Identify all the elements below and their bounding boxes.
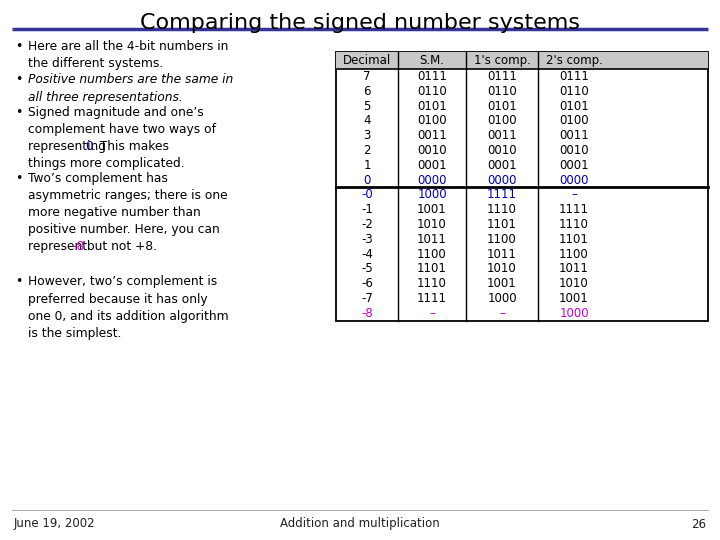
- Text: 1101: 1101: [417, 262, 447, 275]
- Text: 0000: 0000: [418, 173, 446, 186]
- Text: Comparing the signed number systems: Comparing the signed number systems: [140, 13, 580, 33]
- Text: –: –: [429, 307, 435, 320]
- Text: things more complicated.: things more complicated.: [28, 157, 184, 170]
- Text: 1111: 1111: [559, 203, 589, 216]
- Text: positive number. Here, you can: positive number. Here, you can: [28, 223, 220, 236]
- Text: 0110: 0110: [559, 85, 589, 98]
- Text: -2: -2: [361, 218, 373, 231]
- Text: June 19, 2002: June 19, 2002: [14, 517, 96, 530]
- Text: 1's comp.: 1's comp.: [474, 54, 531, 67]
- Text: 0000: 0000: [487, 173, 517, 186]
- Text: 0100: 0100: [417, 114, 447, 127]
- Text: 0010: 0010: [417, 144, 447, 157]
- Text: 1100: 1100: [559, 247, 589, 260]
- Text: -8: -8: [361, 307, 373, 320]
- Text: Decimal: Decimal: [343, 54, 391, 67]
- Text: -6: -6: [361, 277, 373, 290]
- Text: 1011: 1011: [559, 262, 589, 275]
- Text: 1000: 1000: [487, 292, 517, 305]
- Text: •: •: [15, 275, 22, 288]
- Text: 1001: 1001: [417, 203, 447, 216]
- Text: -4: -4: [361, 247, 373, 260]
- Text: 1011: 1011: [417, 233, 447, 246]
- Text: –: –: [499, 307, 505, 320]
- Text: 0111: 0111: [559, 70, 589, 83]
- Text: 0001: 0001: [417, 159, 447, 172]
- Text: 1001: 1001: [487, 277, 517, 290]
- Text: Two’s complement has: Two’s complement has: [28, 172, 168, 185]
- Text: 1100: 1100: [487, 233, 517, 246]
- Text: 0010: 0010: [487, 144, 517, 157]
- Text: -1: -1: [361, 203, 373, 216]
- Text: 3: 3: [364, 129, 371, 142]
- Text: 6: 6: [364, 85, 371, 98]
- Text: 1001: 1001: [559, 292, 589, 305]
- Bar: [336, 52, 708, 321]
- Text: . This makes: . This makes: [91, 140, 168, 153]
- Text: -5: -5: [361, 262, 373, 275]
- Text: •: •: [15, 106, 22, 119]
- Text: 0010: 0010: [559, 144, 589, 157]
- Text: -7: -7: [361, 292, 373, 305]
- Text: •: •: [15, 73, 22, 86]
- Text: 0001: 0001: [559, 159, 589, 172]
- Text: -3: -3: [361, 233, 373, 246]
- Text: 0100: 0100: [487, 114, 517, 127]
- Text: 0111: 0111: [487, 70, 517, 83]
- Text: Positive numbers are the same in
all three representations.: Positive numbers are the same in all thr…: [28, 73, 233, 104]
- Text: 1111: 1111: [417, 292, 447, 305]
- Text: 0100: 0100: [559, 114, 589, 127]
- Text: 1010: 1010: [559, 277, 589, 290]
- Text: 1101: 1101: [559, 233, 589, 246]
- Text: 1010: 1010: [487, 262, 517, 275]
- Text: 1010: 1010: [417, 218, 447, 231]
- Text: 1110: 1110: [417, 277, 447, 290]
- Text: asymmetric ranges; there is one: asymmetric ranges; there is one: [28, 189, 228, 202]
- Text: 1100: 1100: [417, 247, 447, 260]
- Text: 0101: 0101: [417, 99, 447, 112]
- Text: 2: 2: [364, 144, 371, 157]
- Text: Here are all the 4-bit numbers in
the different systems.: Here are all the 4-bit numbers in the di…: [28, 40, 228, 71]
- Text: 0110: 0110: [417, 85, 447, 98]
- Text: 1111: 1111: [487, 188, 517, 201]
- Text: -0: -0: [361, 188, 373, 201]
- Text: 0011: 0011: [559, 129, 589, 142]
- Text: represent: represent: [28, 240, 91, 253]
- Text: –: –: [571, 188, 577, 201]
- Text: •: •: [15, 40, 22, 53]
- Text: •: •: [15, 172, 22, 185]
- Text: 7: 7: [364, 70, 371, 83]
- Text: 0101: 0101: [487, 99, 517, 112]
- Text: 2's comp.: 2's comp.: [546, 54, 603, 67]
- Text: However, two’s complement is
preferred because it has only
one 0, and its additi: However, two’s complement is preferred b…: [28, 275, 229, 341]
- Text: -8: -8: [72, 240, 84, 253]
- Text: 4: 4: [364, 114, 371, 127]
- Text: representing: representing: [28, 140, 110, 153]
- Text: 0: 0: [85, 140, 93, 153]
- Text: 5: 5: [364, 99, 371, 112]
- Text: 0000: 0000: [559, 173, 589, 186]
- Text: 26: 26: [691, 517, 706, 530]
- Text: Addition and multiplication: Addition and multiplication: [280, 517, 440, 530]
- Text: 0011: 0011: [417, 129, 447, 142]
- Text: 1101: 1101: [487, 218, 517, 231]
- Text: but not +8.: but not +8.: [83, 240, 157, 253]
- Text: S.M.: S.M.: [420, 54, 444, 67]
- Bar: [336, 52, 708, 69]
- Text: 1000: 1000: [417, 188, 447, 201]
- Text: 0111: 0111: [417, 70, 447, 83]
- Text: 0101: 0101: [559, 99, 589, 112]
- Text: 0001: 0001: [487, 159, 517, 172]
- Text: complement have two ways of: complement have two ways of: [28, 123, 216, 136]
- Text: Signed magnitude and one’s: Signed magnitude and one’s: [28, 106, 204, 119]
- Text: 1000: 1000: [559, 307, 589, 320]
- Text: 1110: 1110: [559, 218, 589, 231]
- Text: 0011: 0011: [487, 129, 517, 142]
- Text: 0110: 0110: [487, 85, 517, 98]
- Text: more negative number than: more negative number than: [28, 206, 201, 219]
- Text: 1: 1: [364, 159, 371, 172]
- Text: 0: 0: [364, 173, 371, 186]
- Text: 1011: 1011: [487, 247, 517, 260]
- Text: 1110: 1110: [487, 203, 517, 216]
